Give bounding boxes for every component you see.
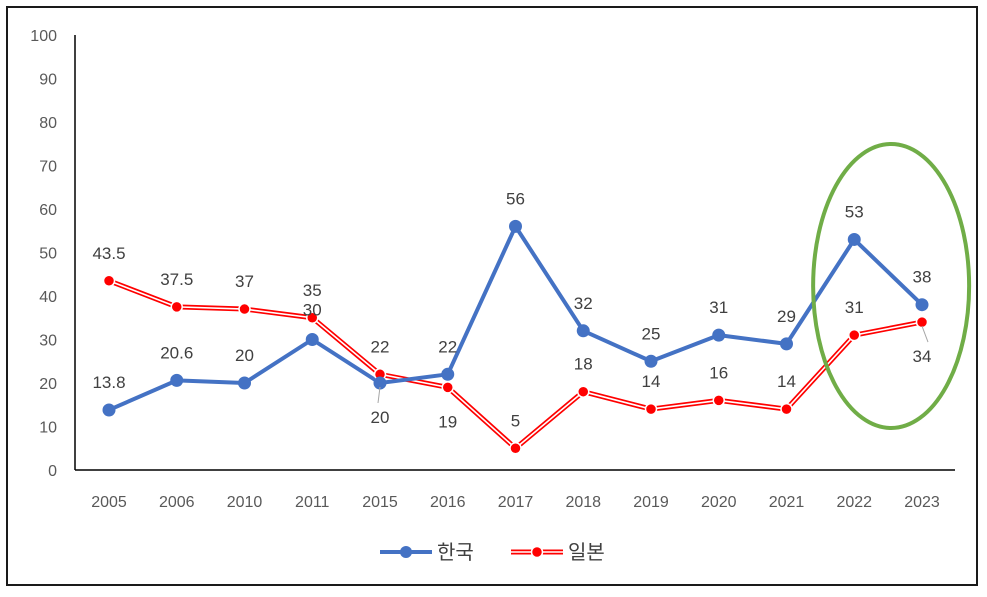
point-japan [170,300,183,314]
data-label-korea: 22 [438,337,457,356]
legend-marker-japan [530,545,544,559]
x-tick-label: 2020 [701,494,737,511]
series-layer [102,219,929,455]
x-tick-label: 2011 [295,494,330,511]
data-label-japan: 5 [511,411,520,430]
data-label-japan: 37 [235,272,254,291]
x-axis: 2005 2006 2010 2011 2015 2016 2017 2018 2019 2020… [75,469,955,511]
x-tick-label: 2019 [633,494,669,511]
data-label-japan: 22 [371,337,390,356]
data-label-japan: 35 [303,281,322,300]
point-korea [780,337,793,351]
y-tick-label: 60 [39,202,57,219]
data-label-japan: 37.5 [160,270,193,289]
point-japan [712,394,725,407]
x-tick-label: 2015 [362,494,398,511]
point-korea [441,367,455,381]
x-tick-label: 2017 [498,494,534,511]
y-tick-label: 0 [48,463,57,480]
data-label-japan: 19 [438,412,457,431]
data-label-korea: 32 [574,294,593,313]
point-japan [848,328,861,342]
point-korea [170,373,184,387]
legend-label-japan: 일본 [568,540,605,564]
x-tick-label: 2023 [904,494,940,511]
data-label-japan: 14 [777,372,796,391]
point-japan [915,315,929,329]
y-tick-label: 80 [39,115,57,132]
data-label-korea: 25 [642,324,661,343]
x-tick-label: 2018 [565,494,601,511]
x-tick-label: 2022 [836,494,872,511]
point-korea [305,333,319,346]
x-tick-label: 2005 [91,494,127,511]
highlight-layer [811,142,972,430]
y-tick-label: 100 [30,28,57,45]
point-japan [644,402,658,416]
point-korea [102,403,116,417]
point-korea [576,324,590,338]
x-tick-label: 2010 [227,494,263,511]
data-label-japan: 34 [913,347,932,366]
data-label-korea: 29 [777,307,796,326]
data-label-korea: 53 [845,202,864,221]
data-label-japan: 31 [845,298,864,317]
data-label-japan: 43.5 [92,244,125,263]
point-japan [238,302,251,316]
y-tick-label: 30 [39,333,57,350]
data-label-korea: 20 [371,408,390,427]
point-japan [577,385,590,398]
point-japan [306,311,319,324]
point-korea [915,298,929,312]
data-label-japan: 18 [574,355,593,374]
data-labels: 13.8 20.6 20 30 20 22 56 32 25 31 29 53 38 43.5 37.5 37… [92,189,931,431]
data-label-korea: 20.6 [160,343,193,362]
legend-label-korea: 한국 [437,540,474,564]
leader-line [921,325,929,343]
legend: 한국 일본 [380,540,605,564]
data-label-korea: 20 [235,346,254,365]
y-tick-label: 70 [39,159,57,176]
legend-marker-korea [400,546,412,558]
y-tick-label: 50 [39,246,57,263]
y-tick-label: 90 [39,72,57,89]
leader-line [377,386,381,404]
data-label-japan: 16 [709,363,728,382]
y-tick-label: 20 [39,376,57,393]
point-japan [780,402,793,416]
x-tick-label: 2006 [159,494,195,511]
data-label-korea: 31 [709,298,728,317]
point-japan [102,274,116,288]
highlight-ellipse [811,142,972,430]
point-korea [238,376,251,390]
data-label-korea: 13.8 [92,373,125,392]
x-tick-label: 2021 [769,494,805,511]
point-korea [712,328,726,342]
y-tick-label: 40 [39,289,57,306]
point-japan [441,381,454,394]
point-korea [847,232,861,246]
point-korea [509,219,522,233]
data-label-korea: 30 [303,301,322,320]
point-japan [509,442,522,455]
y-tick-label: 10 [39,420,57,437]
data-label-japan: 14 [642,372,661,391]
x-tick-label: 2016 [430,494,466,511]
data-label-korea: 56 [506,189,525,208]
point-korea [644,354,658,368]
data-label-korea: 38 [913,268,932,287]
series-line-korea [108,224,924,412]
y-axis: 0 10 20 30 40 50 60 70 80 90 100 [30,28,76,480]
